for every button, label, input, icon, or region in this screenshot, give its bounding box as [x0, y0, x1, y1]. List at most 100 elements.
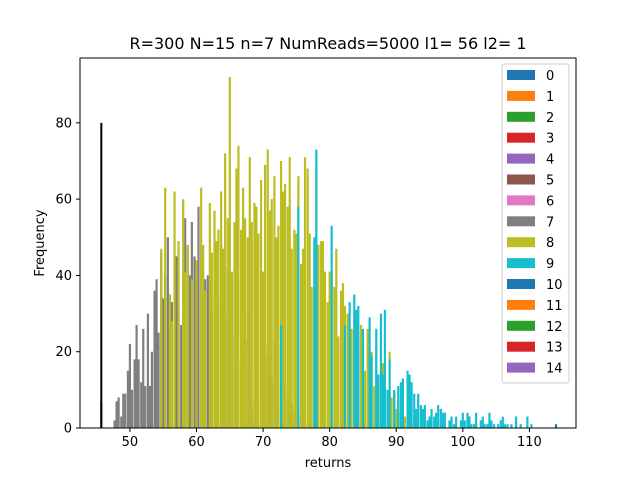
histogram-bar	[435, 412, 438, 428]
histogram-bar	[390, 397, 393, 428]
histogram-bar	[406, 370, 409, 428]
histogram-bar	[346, 313, 349, 428]
histogram-bar	[182, 199, 185, 428]
histogram-bar	[210, 252, 213, 428]
x-tick-label: 110	[517, 435, 542, 450]
histogram-bar	[135, 325, 138, 428]
histogram-bar	[130, 389, 134, 428]
histogram-bar	[253, 202, 256, 428]
histogram-bar	[366, 328, 369, 428]
histogram-bar	[230, 271, 233, 428]
histogram-bar	[375, 328, 378, 428]
histogram-bar	[403, 416, 406, 428]
histogram-bar	[281, 191, 285, 428]
histogram-bar	[463, 420, 466, 428]
histogram-bar	[235, 168, 238, 428]
legend-swatch	[507, 299, 535, 310]
histogram-bar	[188, 275, 191, 428]
histogram-bar	[122, 393, 125, 428]
histogram-bar	[335, 248, 338, 428]
legend-swatch	[507, 111, 535, 122]
plot-area	[79, 57, 577, 429]
legend-label: 13	[546, 341, 563, 356]
legend-swatch	[507, 216, 535, 227]
histogram-bar	[481, 416, 484, 428]
histogram-bar	[315, 149, 318, 429]
histogram-bar	[226, 218, 229, 428]
histogram-bar	[530, 424, 533, 428]
y-tick-label: 60	[55, 193, 72, 208]
histogram-bar	[426, 420, 429, 428]
legend-swatch	[507, 174, 535, 185]
histogram-bar	[361, 328, 365, 428]
histogram-bar	[162, 298, 165, 428]
histogram-bar	[526, 416, 529, 428]
histogram-bar	[423, 405, 426, 428]
histogram-bar	[279, 325, 283, 428]
y-tick-label: 20	[55, 345, 72, 360]
legend-swatch	[507, 132, 535, 143]
histogram-bar	[293, 229, 296, 428]
histogram-bar	[455, 416, 458, 428]
histogram-bar	[166, 237, 169, 428]
histogram-bar	[483, 424, 486, 428]
histogram-bar	[220, 191, 223, 428]
histogram-bar	[299, 263, 303, 428]
legend-label: 4	[546, 153, 554, 168]
histogram-bar	[341, 283, 345, 428]
histogram-bar	[140, 382, 143, 428]
histogram-bar	[421, 408, 424, 428]
histogram-bar	[137, 359, 140, 428]
x-axis: 50 60 70 80 90 100 110	[122, 428, 542, 450]
histogram-bar	[213, 210, 216, 428]
histogram-bar	[275, 237, 278, 428]
histogram-bar	[186, 244, 189, 428]
histogram-bar	[401, 378, 404, 428]
histogram-bar	[488, 412, 491, 428]
histogram-bar	[343, 325, 347, 428]
legend-label: 3	[546, 132, 554, 147]
histogram-bar	[246, 237, 249, 428]
histogram-bar	[363, 370, 367, 428]
legend-swatch	[507, 195, 535, 206]
histogram-bar	[206, 275, 209, 428]
histogram-bar	[173, 191, 176, 428]
legend-label: 6	[546, 194, 554, 209]
histogram-bar	[441, 412, 444, 428]
histogram-bar	[321, 241, 325, 428]
histogram-bar	[353, 294, 356, 428]
histogram-bar	[330, 225, 333, 428]
histogram-bar	[415, 408, 418, 428]
histogram-bar	[514, 416, 518, 428]
histogram-bar	[133, 359, 136, 428]
histogram-bar	[144, 386, 147, 428]
histogram-bar	[466, 412, 469, 428]
histogram-bar	[486, 424, 489, 428]
legend-label: 11	[546, 299, 563, 314]
histogram-bar	[317, 244, 320, 428]
histogram-bar	[379, 313, 383, 428]
histogram-bars	[100, 77, 558, 429]
histogram-bar	[164, 187, 167, 428]
histogram-bar	[297, 206, 300, 428]
histogram-bar	[222, 248, 225, 428]
histogram-bar	[208, 202, 211, 428]
histogram-bar	[497, 424, 500, 428]
histogram-bar	[503, 424, 506, 428]
histogram-bar	[115, 401, 118, 428]
histogram-bar	[419, 405, 422, 428]
histogram-bar	[461, 412, 464, 428]
histogram-bar	[268, 210, 271, 428]
histogram-bar	[255, 206, 258, 428]
histogram-bar	[197, 206, 200, 428]
histogram-bar	[413, 393, 416, 428]
histogram-bar	[279, 160, 283, 429]
plot-frame	[79, 57, 577, 429]
legend-label: 0	[546, 69, 554, 84]
histogram-bar	[499, 420, 502, 428]
histogram-bar	[339, 290, 343, 428]
histogram-bar	[128, 344, 132, 428]
histogram-bar	[519, 424, 522, 428]
legend-swatch	[507, 153, 535, 164]
